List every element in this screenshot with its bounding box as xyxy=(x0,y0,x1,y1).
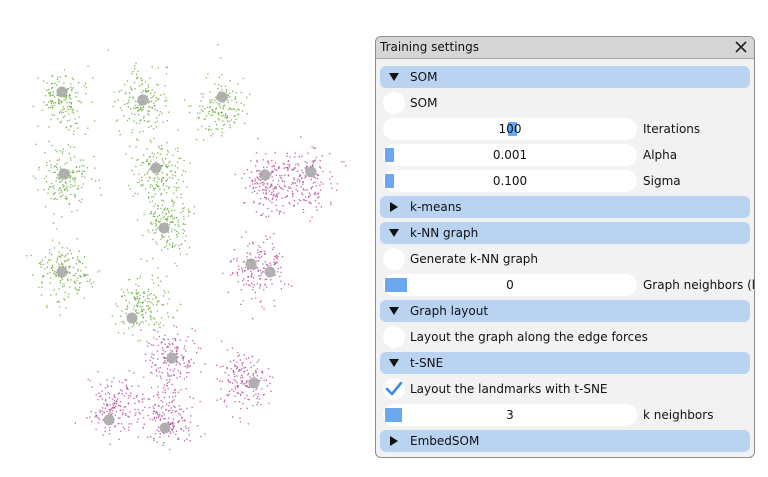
graph-neighbors-value: 0 xyxy=(506,278,514,292)
alpha-label: Alpha xyxy=(643,148,678,162)
landmark-marker[interactable] xyxy=(248,377,260,389)
section-label: Graph layout xyxy=(410,304,489,318)
section-header-knn-graph[interactable]: k-NN graph xyxy=(380,222,750,244)
point-cluster xyxy=(136,180,195,269)
sigma-label: Sigma xyxy=(643,174,681,188)
window-title: Training settings xyxy=(380,40,480,54)
point-cluster xyxy=(32,140,102,224)
triangle-down-icon xyxy=(389,307,399,315)
tsne-toggle-row: Layout the landmarks with t-SNE xyxy=(380,378,750,400)
iterations-row: 100 Iterations xyxy=(380,118,750,140)
point-cluster xyxy=(126,384,206,451)
point-cluster xyxy=(125,129,191,211)
graph-neighbors-row: 0 Graph neighbors (k) xyxy=(380,274,754,296)
som-checkbox[interactable] xyxy=(383,92,405,114)
landmark-marker[interactable] xyxy=(216,91,228,103)
landmark-marker[interactable] xyxy=(58,168,70,180)
point-cluster xyxy=(74,371,145,445)
iterations-label: Iterations xyxy=(643,122,701,136)
generate-knn-label: Generate k-NN graph xyxy=(410,252,539,266)
point-cluster xyxy=(111,260,182,343)
landmark-marker[interactable] xyxy=(305,166,317,178)
slider-handle[interactable] xyxy=(508,122,517,136)
landmark-marker[interactable] xyxy=(159,422,171,434)
slider-handle[interactable] xyxy=(385,408,402,422)
tsne-neighbors-slider[interactable]: 3 xyxy=(383,404,637,426)
slider-handle[interactable] xyxy=(385,148,394,162)
triangle-down-icon xyxy=(389,229,399,237)
graph-layout-toggle-row: Layout the graph along the edge forces xyxy=(380,326,750,348)
sigma-slider[interactable]: 0.100 xyxy=(383,170,637,192)
som-toggle-row: SOM xyxy=(380,92,750,114)
landmark-marker[interactable] xyxy=(259,169,271,181)
landmark-marker[interactable] xyxy=(126,312,138,324)
section-header-embedsom[interactable]: EmbedSOM xyxy=(380,430,750,452)
alpha-slider[interactable]: 0.001 xyxy=(383,144,637,166)
generate-knn-checkbox[interactable] xyxy=(383,248,405,270)
point-cluster xyxy=(204,340,274,425)
alpha-value: 0.001 xyxy=(492,148,528,162)
point-cluster xyxy=(87,49,186,150)
sigma-value: 0.100 xyxy=(492,174,528,188)
landmark-marker[interactable] xyxy=(56,86,68,98)
section-label: k-NN graph xyxy=(410,226,479,240)
graph-layout-checkbox[interactable] xyxy=(383,326,405,348)
landmark-marker[interactable] xyxy=(166,352,178,364)
triangle-down-icon xyxy=(389,359,399,367)
landmark-marker[interactable] xyxy=(103,414,115,426)
scatter-plot-canvas[interactable] xyxy=(0,0,370,477)
section-header-graph-layout[interactable]: Graph layout xyxy=(380,300,750,322)
som-checkbox-label: SOM xyxy=(410,96,438,110)
triangle-right-icon xyxy=(390,202,398,212)
point-cluster xyxy=(26,228,101,316)
point-cluster xyxy=(188,44,251,141)
tsne-checkbox[interactable] xyxy=(383,378,405,400)
landmark-marker[interactable] xyxy=(245,258,257,270)
tsne-checkbox-label: Layout the landmarks with t-SNE xyxy=(410,382,608,396)
landmark-marker[interactable] xyxy=(137,94,149,106)
landmark-marker[interactable] xyxy=(158,222,170,234)
point-cluster xyxy=(234,138,294,218)
triangle-right-icon xyxy=(390,436,398,446)
point-cluster xyxy=(222,231,293,320)
window-titlebar[interactable]: Training settings xyxy=(376,37,754,59)
close-icon[interactable] xyxy=(734,40,748,54)
checkmark-icon xyxy=(385,381,403,396)
iterations-slider[interactable]: 100 xyxy=(383,118,637,140)
triangle-down-icon xyxy=(389,73,399,81)
point-cluster xyxy=(32,69,114,151)
graph-neighbors-label: Graph neighbors (k) xyxy=(643,278,755,292)
section-label: t-SNE xyxy=(410,356,444,370)
tsne-neighbors-value: 3 xyxy=(506,408,514,422)
section-label: SOM xyxy=(410,70,438,84)
tsne-neighbors-label: k neighbors xyxy=(643,408,714,422)
landmark-marker[interactable] xyxy=(264,266,276,278)
graph-neighbors-slider[interactable]: 0 xyxy=(383,274,637,296)
landmark-marker[interactable] xyxy=(150,162,162,174)
section-header-tsne[interactable]: t-SNE xyxy=(380,352,750,374)
alpha-row: 0.001 Alpha xyxy=(380,144,750,166)
iterations-value: 100 xyxy=(498,122,522,136)
slider-handle[interactable] xyxy=(385,278,407,292)
section-label: k-means xyxy=(410,200,462,214)
sigma-row: 0.100 Sigma xyxy=(380,170,750,192)
point-cluster xyxy=(128,324,202,394)
graph-layout-label: Layout the graph along the edge forces xyxy=(410,330,648,344)
tsne-neighbors-row: 3 k neighbors xyxy=(380,404,750,426)
training-settings-window: Training settings SOM SOM 100 Iterations… xyxy=(375,36,755,458)
knn-toggle-row: Generate k-NN graph xyxy=(380,248,750,270)
section-header-kmeans[interactable]: k-means xyxy=(380,196,750,218)
landmark-marker[interactable] xyxy=(56,266,68,278)
section-header-som[interactable]: SOM xyxy=(380,66,750,88)
slider-handle[interactable] xyxy=(385,174,394,188)
point-cluster xyxy=(272,136,347,222)
section-label: EmbedSOM xyxy=(410,434,480,448)
